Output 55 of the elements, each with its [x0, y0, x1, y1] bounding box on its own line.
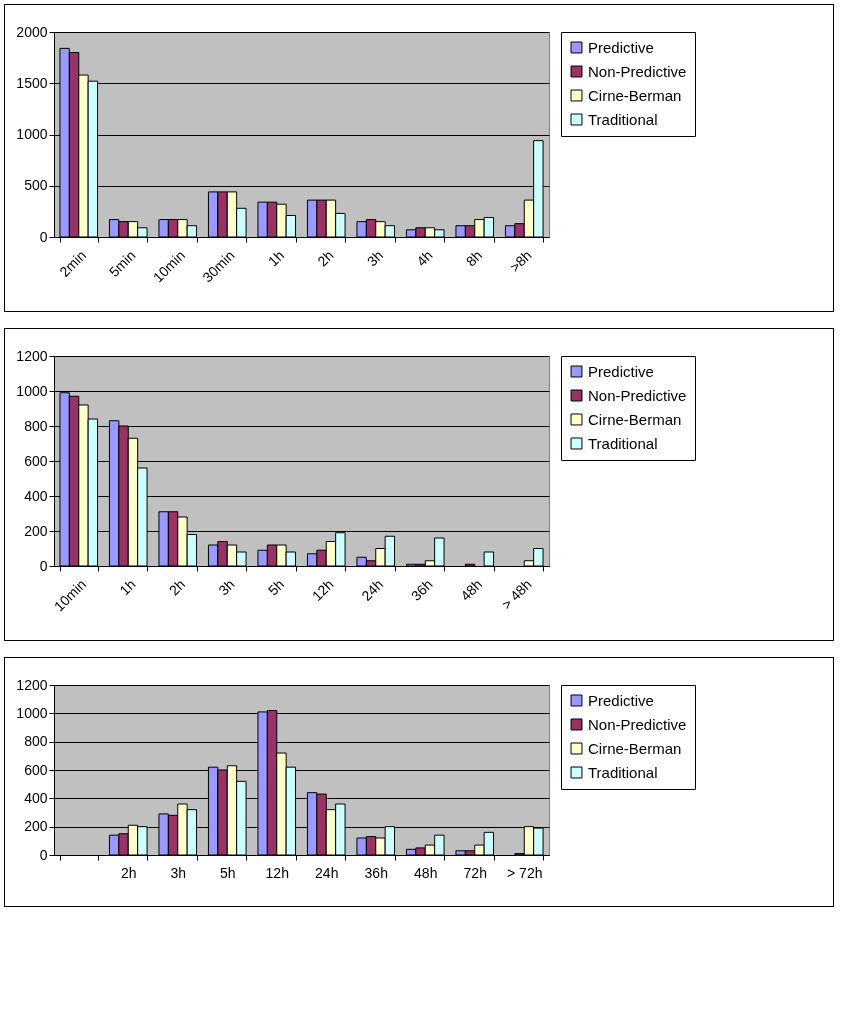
legend-label: Traditional [588, 434, 658, 452]
x-tick-label: 2h [165, 576, 189, 599]
y-tick-label: 1000 [16, 382, 48, 399]
legend-label: Non-Predictive [588, 715, 687, 733]
y-tick-label: 1000 [16, 126, 48, 142]
legend-label: Non-Predictive [588, 386, 687, 404]
x-tick-label: 2h [314, 247, 337, 270]
x-tick-label: > 48h [498, 576, 535, 613]
legend-label: Non-Predictive [588, 62, 687, 80]
y-tick-label: 800 [24, 417, 48, 434]
legend-label: Predictive [588, 362, 654, 380]
x-tick-label: 48h [414, 864, 438, 881]
x-tick-label: 24h [315, 864, 339, 881]
x-tick-label: 3h [170, 864, 187, 881]
x-tick-label: 1h [116, 576, 139, 599]
x-tick-label: 12h [265, 864, 289, 881]
y-tick-label: 2000 [16, 23, 48, 40]
y-tick-label: 1200 [16, 676, 48, 693]
x-tick-label: 36h [407, 576, 436, 604]
x-tick-label: 1h [264, 247, 288, 270]
x-tick-label: > 72h [507, 864, 543, 881]
x-tick-label: 5h [219, 864, 236, 881]
legend-label: Cirne-Berman [588, 739, 682, 757]
x-tick-label: 12h [308, 576, 337, 604]
x-tick-label: 3h [215, 576, 238, 599]
y-tick-label: 1000 [16, 704, 48, 721]
y-tick-label: 600 [24, 761, 48, 778]
y-tick-label: 600 [24, 452, 48, 469]
x-tick-label: 36h [364, 864, 388, 881]
y-tick-label: 0 [39, 846, 48, 863]
legend-label: Cirne-Berman [588, 410, 682, 428]
y-tick-label: 1500 [16, 74, 48, 91]
x-tick-label: 4h [413, 247, 436, 270]
x-tick-label: 48h [457, 576, 486, 604]
x-tick-label: 72h [463, 864, 487, 881]
x-tick-label: 2h [120, 864, 137, 881]
y-tick-label: 200 [24, 522, 48, 539]
y-tick-label: 0 [39, 557, 48, 574]
legend-label: Predictive [588, 38, 654, 56]
legend-label: Traditional [588, 110, 658, 128]
y-tick-label: 1200 [16, 347, 48, 364]
x-tick-label: 24h [358, 576, 387, 604]
legend-label: Cirne-Berman [588, 86, 682, 104]
x-tick-label: 5h [264, 576, 288, 599]
y-tick-label: 800 [24, 733, 48, 750]
legend-label: Predictive [588, 691, 654, 709]
x-tick-label: 8h [462, 247, 486, 270]
y-tick-label: 400 [24, 789, 48, 806]
legend-label: Traditional [588, 763, 658, 781]
x-tick-label: >8h [506, 247, 535, 276]
x-tick-label: 3h [363, 247, 387, 270]
y-tick-label: 400 [24, 487, 48, 504]
y-tick-label: 200 [24, 818, 48, 835]
y-tick-label: 0 [39, 228, 48, 245]
y-tick-label: 500 [24, 177, 48, 194]
